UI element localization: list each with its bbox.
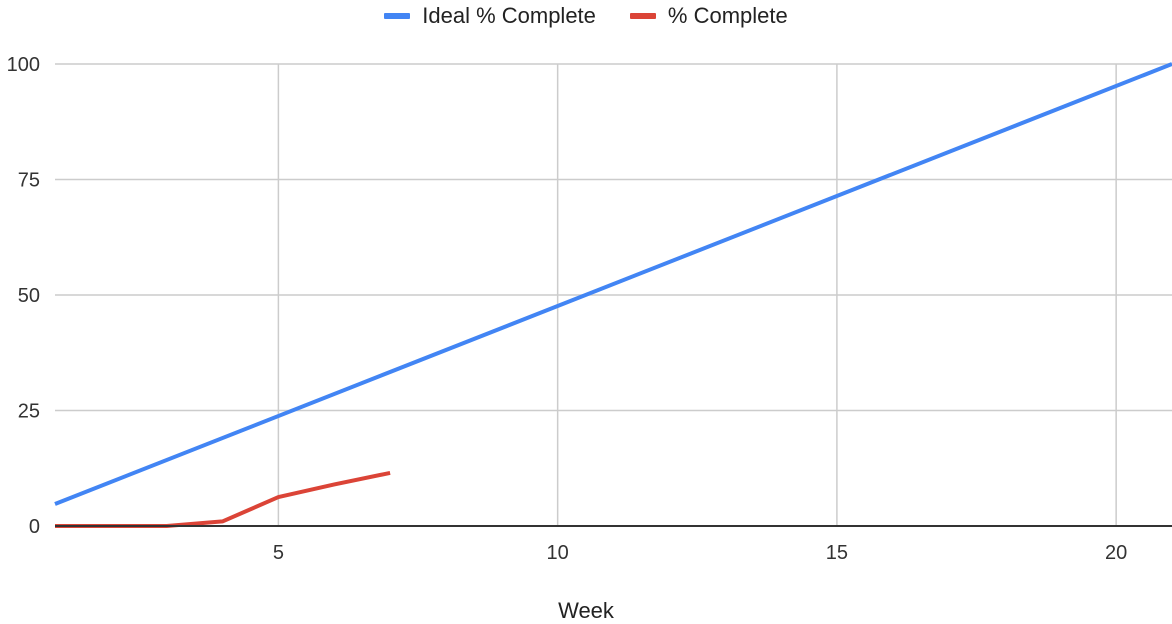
legend-item-ideal[interactable]: Ideal % Complete [384,3,596,29]
y-axis-ticks: 0 25 50 75 100 [7,54,40,538]
x-axis-ticks: 5 10 15 20 [273,542,1127,564]
y-tick-label: 50 [18,285,40,307]
y-tick-label: 75 [18,170,40,192]
y-tick-label: 100 [7,54,40,76]
x-tick-label: 20 [1105,542,1127,564]
series-line-complete[interactable] [55,470,391,528]
y-tick-label: 0 [29,516,40,538]
x-tick-label: 10 [547,542,569,564]
x-tick-label: 5 [273,542,284,564]
y-tick-label: 25 [18,401,40,423]
legend-swatch-ideal [384,13,411,19]
x-axis-title: Week [558,598,614,623]
legend-label-complete: % Complete [667,3,788,28]
series-line-ideal[interactable] [54,62,1172,506]
chart-legend: Ideal % Complete % Complete [0,3,1172,29]
x-tick-label: 15 [826,542,848,564]
legend-item-complete[interactable]: % Complete [629,3,788,29]
gridlines [55,63,1172,526]
legend-label-ideal: Ideal % Complete [422,3,596,28]
legend-swatch-complete [629,13,656,19]
